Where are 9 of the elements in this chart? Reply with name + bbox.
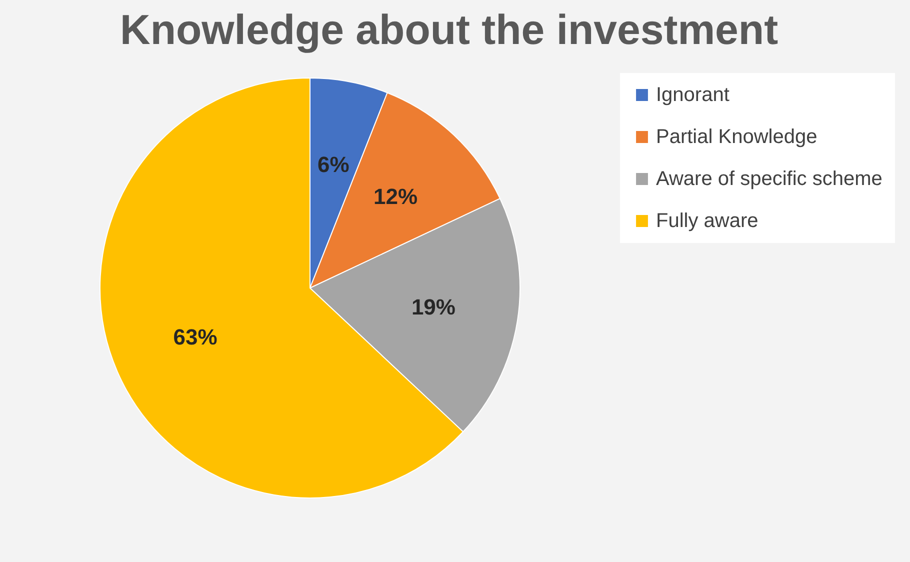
legend-label: Aware of specific scheme [656, 168, 882, 190]
legend-label: Partial Knowledge [656, 126, 818, 148]
data-label: 6% [318, 152, 350, 178]
legend-label: Fully aware [656, 210, 758, 232]
chart-title: Knowledge about the investment [120, 6, 778, 53]
data-label: 12% [374, 184, 418, 209]
data-label: 19% [411, 294, 456, 320]
data-label: 63% [173, 324, 218, 350]
legend-label: Ignorant [656, 84, 730, 106]
